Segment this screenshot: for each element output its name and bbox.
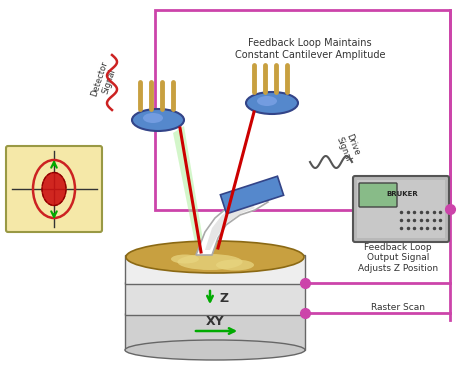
Bar bbox=[357, 180, 445, 238]
Ellipse shape bbox=[257, 96, 277, 106]
Text: Detector
Signal: Detector Signal bbox=[89, 59, 119, 100]
Text: Z: Z bbox=[220, 292, 229, 306]
Text: Feedback Loop Maintains
Constant Cantilever Amplitude: Feedback Loop Maintains Constant Cantile… bbox=[235, 38, 385, 59]
Text: Feedback Loop
Output Signal
Adjusts Z Position: Feedback Loop Output Signal Adjusts Z Po… bbox=[358, 243, 438, 273]
Bar bbox=[155, 10, 450, 210]
FancyBboxPatch shape bbox=[6, 146, 102, 232]
Polygon shape bbox=[205, 202, 255, 250]
Polygon shape bbox=[196, 196, 268, 255]
Ellipse shape bbox=[216, 260, 254, 270]
Bar bbox=[125, 282, 305, 315]
Ellipse shape bbox=[246, 92, 298, 114]
Polygon shape bbox=[173, 126, 205, 258]
FancyBboxPatch shape bbox=[353, 176, 449, 242]
Text: Drive
Signal: Drive Signal bbox=[334, 131, 362, 163]
Ellipse shape bbox=[143, 113, 163, 123]
Text: Raster Scan: Raster Scan bbox=[371, 304, 425, 312]
FancyBboxPatch shape bbox=[359, 183, 397, 207]
Ellipse shape bbox=[171, 254, 199, 264]
Bar bbox=[125, 313, 305, 350]
Polygon shape bbox=[220, 176, 283, 214]
Ellipse shape bbox=[178, 254, 243, 270]
Text: XY: XY bbox=[206, 315, 224, 328]
Text: BRUKER: BRUKER bbox=[386, 191, 418, 197]
Ellipse shape bbox=[132, 109, 184, 131]
Ellipse shape bbox=[42, 173, 66, 205]
Ellipse shape bbox=[126, 241, 304, 273]
Ellipse shape bbox=[125, 340, 305, 360]
Bar bbox=[125, 255, 305, 284]
